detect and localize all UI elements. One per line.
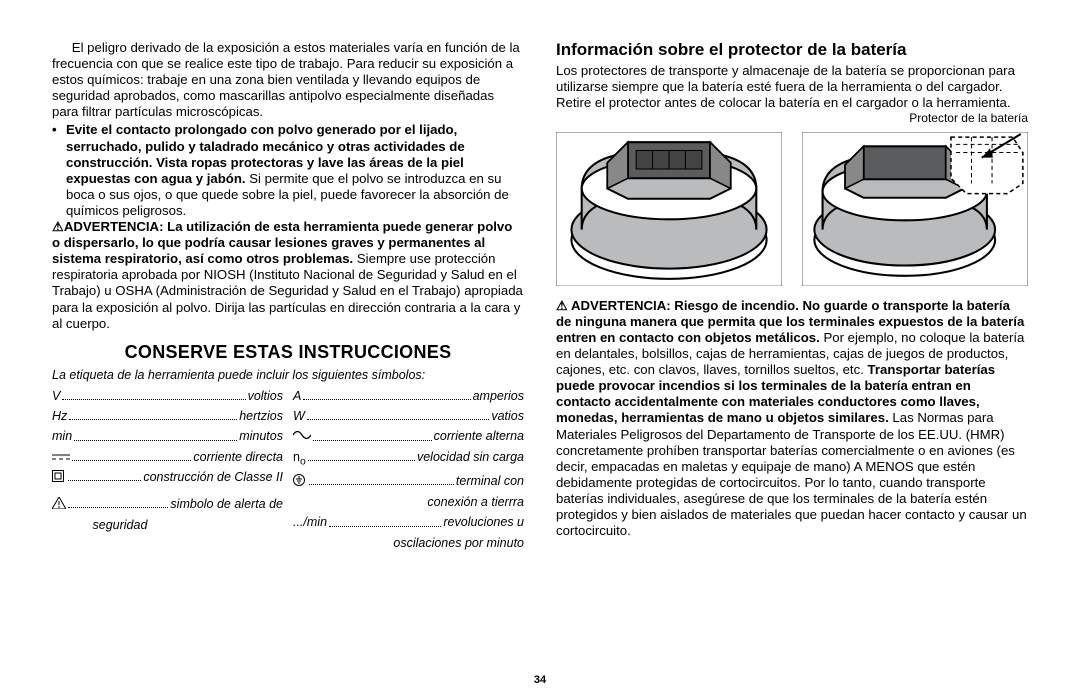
bullet-text: Evite el contacto prolongado con polvo g… <box>66 122 524 219</box>
figure-caption: Protector de la batería <box>556 111 1028 126</box>
warning-2: ⚠ ADVERTENCIA: Riesgo de incendio. No gu… <box>556 298 1028 539</box>
battery-figure-1 <box>556 132 782 290</box>
left-column: El peligro derivado de la exposición a e… <box>52 40 524 660</box>
figures-row <box>556 132 1028 290</box>
intro-paragraph: El peligro derivado de la exposición a e… <box>52 40 524 120</box>
bullet-dot: • <box>52 122 66 219</box>
battery-figure-2 <box>802 132 1028 290</box>
earth-icon <box>293 474 307 490</box>
warn2-label: ADVERTENCIA: <box>571 298 671 313</box>
warning-triangle-icon: ⚠ <box>52 219 64 234</box>
symbols-col-right: Aamperios Wvatios corriente alterna nove… <box>293 389 524 556</box>
symbols-table: Vvoltios Hzhertzios minminutos corriente… <box>52 389 524 556</box>
conserve-heading: CONSERVE ESTAS INSTRUCCIONES <box>52 342 524 364</box>
dc-icon <box>52 450 70 465</box>
ac-icon <box>293 429 311 444</box>
symbols-col-left: Vvoltios Hzhertzios minminutos corriente… <box>52 389 283 556</box>
class2-icon <box>52 470 66 486</box>
warn-label: ADVERTENCIA: <box>64 219 164 234</box>
etiqueta-note: La etiqueta de la herramienta puede incl… <box>52 368 524 383</box>
info-heading: Información sobre el protector de la bat… <box>556 40 1028 61</box>
page-number: 34 <box>0 674 1080 686</box>
info-paragraph: Los protectores de transporte y almacena… <box>556 63 1028 111</box>
warning-paragraph: ⚠ADVERTENCIA: La utilización de esta her… <box>52 219 524 332</box>
warning-triangle-icon: ⚠ <box>556 298 571 313</box>
right-column: Información sobre el protector de la bat… <box>556 40 1028 660</box>
warn2-rest: Las Normas para Materiales Peligrosos de… <box>556 410 1027 538</box>
bullet-item: • Evite el contacto prolongado con polvo… <box>52 122 524 219</box>
alert-triangle-icon <box>52 497 66 513</box>
